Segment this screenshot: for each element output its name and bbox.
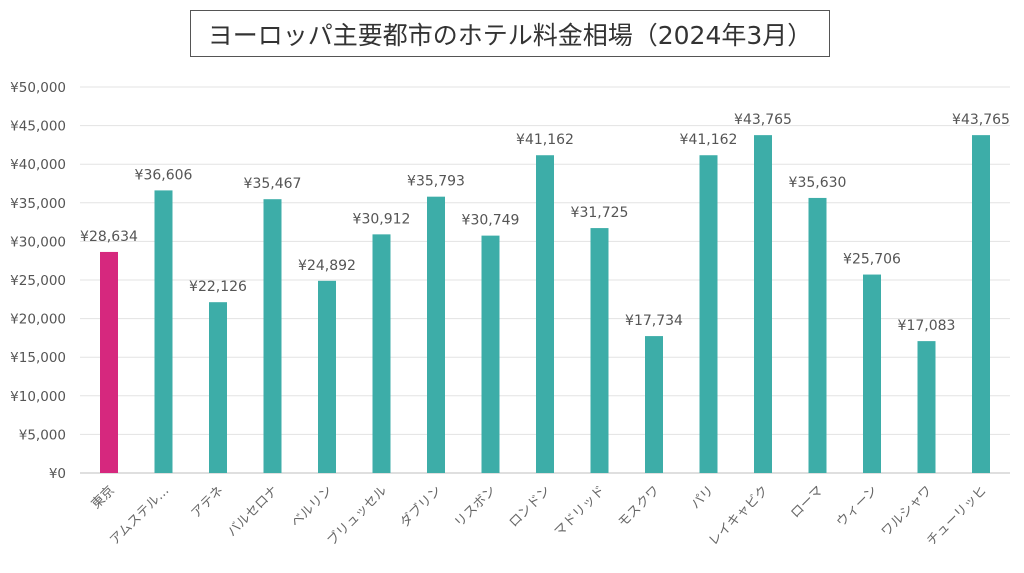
bar — [100, 251, 118, 473]
data-label: ¥35,630 — [789, 175, 847, 191]
bar — [372, 234, 391, 473]
bar — [972, 135, 990, 473]
bar — [154, 190, 173, 474]
x-tick-label: マドリッド — [552, 483, 609, 540]
data-label: ¥28,634 — [80, 229, 138, 245]
bar — [209, 302, 227, 473]
bar — [263, 199, 282, 473]
data-label: ¥41,162 — [680, 132, 738, 148]
y-tick-label: ¥45,000 — [10, 119, 66, 135]
y-tick-label: ¥15,000 — [10, 350, 66, 366]
x-tick-label: ウィーン — [834, 483, 881, 530]
bar — [808, 197, 827, 473]
data-label: ¥35,467 — [244, 176, 302, 192]
x-tick-label: ベルリン — [288, 483, 335, 530]
data-label: ¥17,734 — [625, 313, 683, 329]
chart-title: ヨーロッパ主要都市のホテル料金相場（2024年3月） — [190, 10, 830, 57]
x-tick-label: 東京 — [88, 483, 118, 513]
bar — [536, 155, 554, 473]
bar — [754, 135, 772, 473]
bar — [318, 280, 336, 473]
data-label: ¥43,765 — [952, 112, 1010, 128]
y-tick-label: ¥20,000 — [10, 312, 66, 328]
x-tick-label: リスボン — [452, 483, 499, 530]
bar — [645, 336, 663, 473]
x-tick-label: ロンドン — [506, 483, 553, 530]
y-tick-label: ¥40,000 — [10, 157, 66, 173]
x-tick-label: ダブリン — [397, 483, 445, 531]
y-tick-label: ¥5,000 — [19, 427, 66, 443]
bar — [481, 235, 500, 473]
y-tick-label: ¥35,000 — [10, 196, 66, 212]
data-label: ¥41,162 — [516, 132, 574, 148]
x-tick-label: ローマ — [788, 483, 826, 521]
y-tick-label: ¥10,000 — [10, 389, 66, 405]
data-label: ¥24,892 — [298, 258, 356, 274]
data-label: ¥30,912 — [353, 211, 411, 227]
y-tick-label: ¥25,000 — [10, 273, 66, 289]
y-tick-label: ¥0 — [49, 466, 66, 482]
bar — [699, 155, 718, 473]
bar — [590, 228, 609, 473]
data-label: ¥31,725 — [571, 205, 629, 221]
y-tick-label: ¥30,000 — [10, 234, 66, 250]
data-label: ¥17,083 — [898, 318, 956, 334]
data-label: ¥36,606 — [135, 167, 193, 183]
x-tick-label: ワルシャワ — [879, 483, 936, 540]
y-tick-label: ¥50,000 — [10, 80, 66, 96]
data-label: ¥30,749 — [462, 213, 520, 229]
data-label: ¥22,126 — [189, 279, 247, 295]
data-label: ¥25,706 — [843, 252, 901, 268]
data-label: ¥35,793 — [407, 174, 465, 190]
x-tick-label: バルセロナ — [225, 483, 282, 540]
x-tick-label: モスクワ — [615, 483, 662, 530]
bar — [863, 274, 881, 473]
x-tick-label: アテネ — [189, 483, 227, 521]
data-label: ¥43,765 — [734, 112, 792, 128]
bar — [917, 341, 936, 473]
x-tick-label: パリ — [688, 483, 717, 512]
bar — [427, 196, 445, 473]
